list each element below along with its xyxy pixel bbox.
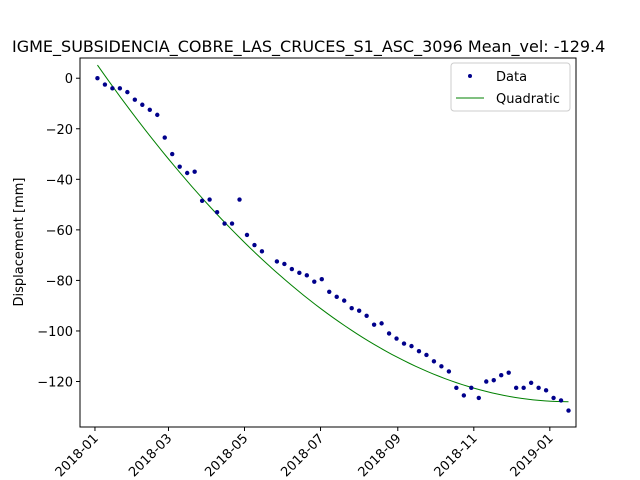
y-tick-label: −40: [46, 173, 73, 188]
data-point: [424, 352, 429, 358]
y-tick-label: −120: [37, 376, 73, 391]
y-tick-label: −100: [37, 325, 73, 340]
data-point: [401, 341, 407, 346]
data-point: [461, 393, 467, 398]
data-point: [117, 86, 123, 91]
data-point: [491, 378, 496, 383]
data-point: [349, 306, 354, 311]
data-point: [207, 197, 212, 202]
data-point: [184, 170, 190, 176]
data-point: [140, 102, 145, 107]
legend-data-label: Data: [496, 70, 527, 85]
data-point: [334, 294, 339, 300]
data-point: [222, 221, 227, 226]
y-axis-ticks: 0 −20 −40 −60 −80 −100 −120: [37, 72, 80, 391]
data-point: [95, 76, 100, 81]
data-point: [147, 107, 152, 113]
data-point: [274, 259, 280, 264]
data-point: [170, 151, 175, 157]
plot-area: [79, 57, 577, 428]
legend-box: [450, 62, 571, 112]
data-point: [289, 266, 295, 272]
legend-quadratic-label: Quadratic: [496, 92, 560, 107]
data-point: [484, 379, 489, 384]
data-point: [155, 112, 160, 118]
data-point: [304, 273, 310, 278]
quadratic-series: [97, 64, 569, 403]
data-point: [252, 242, 257, 248]
y-tick-label: 0: [65, 72, 73, 87]
data-point: [282, 261, 287, 267]
data-point: [431, 359, 437, 364]
data-point: [394, 336, 399, 341]
data-point: [327, 289, 332, 294]
data-point: [177, 164, 182, 169]
data-point: [342, 298, 347, 303]
quadratic-fit-line: [97, 64, 569, 403]
data-point: [356, 308, 362, 313]
data-point: [102, 82, 108, 87]
chart-title: IGME_SUBSIDENCIA_COBRE_LAS_CRUCES_S1_ASC…: [12, 37, 605, 57]
data-point: [125, 89, 130, 95]
data-point: [469, 385, 474, 391]
data-point: [476, 395, 481, 401]
data-point: [371, 322, 377, 327]
data-point: [110, 86, 115, 91]
data-point: [229, 221, 235, 226]
data-point: [312, 279, 317, 284]
data-point: [386, 331, 392, 336]
data-series: [95, 76, 571, 413]
y-tick-label: −80: [46, 274, 73, 289]
data-point: [521, 385, 526, 391]
data-point: [454, 385, 459, 391]
data-point: [551, 395, 556, 401]
legend: Data Quadratic: [450, 62, 571, 112]
y-tick-label: −60: [46, 224, 73, 239]
legend-data-marker: [468, 74, 472, 78]
data-point: [446, 369, 452, 374]
data-point: [297, 270, 302, 276]
data-point: [558, 398, 564, 403]
data-point: [259, 249, 265, 254]
data-point: [543, 388, 549, 393]
data-point: [416, 348, 422, 354]
data-point: [379, 321, 384, 326]
data-point: [237, 197, 242, 202]
y-axis-label: Displacement [mm]: [12, 178, 27, 307]
data-point: [513, 385, 519, 391]
data-point: [506, 370, 511, 375]
data-point: [214, 209, 220, 215]
data-point: [536, 385, 541, 391]
data-point: [319, 276, 324, 282]
data-point: [244, 232, 250, 238]
data-point: [566, 408, 571, 413]
data-point: [132, 97, 138, 102]
data-point: [499, 372, 504, 378]
data-point: [192, 169, 197, 174]
data-point: [162, 135, 167, 140]
data-point: [364, 313, 369, 318]
data-point: [439, 364, 444, 369]
data-point: [409, 343, 414, 349]
data-point: [199, 198, 205, 203]
y-tick-label: −20: [46, 123, 73, 138]
data-point: [528, 380, 534, 385]
